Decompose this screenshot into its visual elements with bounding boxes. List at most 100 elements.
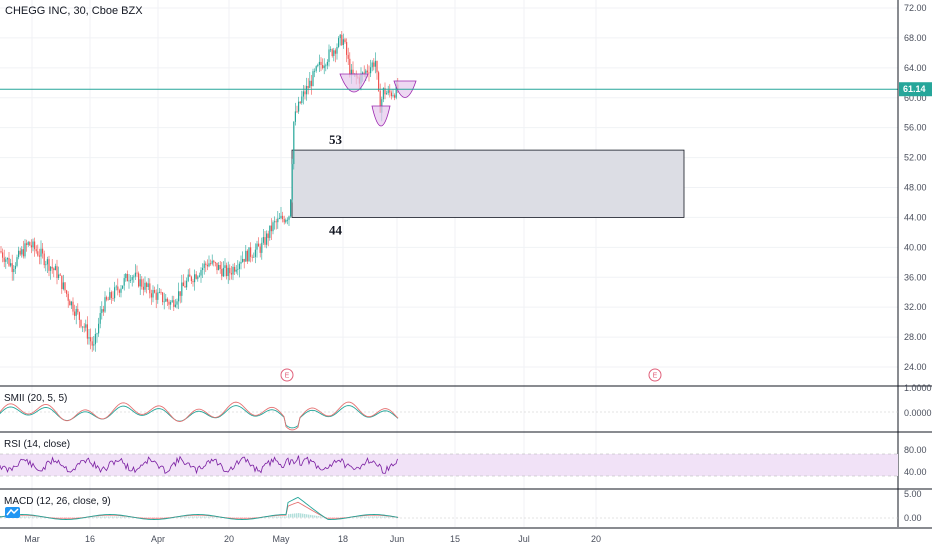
candle-body: [115, 286, 117, 288]
macd-histogram-bar: [78, 517, 80, 518]
candle-body: [240, 261, 242, 264]
candle-body: [69, 300, 71, 306]
macd-histogram-bar: [232, 517, 234, 518]
macd-histogram-bar: [304, 513, 306, 518]
candle-body: [123, 278, 125, 286]
macd-histogram-bar: [212, 516, 214, 518]
macd-histogram-bar: [52, 517, 54, 518]
macd-histogram-bar: [4, 516, 6, 518]
candle-body: [74, 311, 76, 316]
date-axis-label: Jul: [518, 534, 530, 544]
earnings-marker-label: E: [653, 373, 658, 380]
candle-body: [43, 253, 45, 266]
candle-body: [346, 42, 348, 55]
date-axis-label: 18: [338, 534, 348, 544]
candle-body: [232, 266, 234, 275]
candle-body: [144, 282, 146, 290]
candle-body: [222, 267, 224, 277]
candle-body: [365, 70, 367, 74]
candle-body: [384, 88, 386, 95]
macd-histogram-bar: [122, 516, 124, 518]
candle-body: [382, 88, 384, 100]
date-axis[interactable]: Mar 16 Apr 20 May 18 Jun 15 Jul 20: [24, 534, 601, 544]
candle-body: [59, 274, 61, 276]
candle-body: [253, 256, 255, 258]
macd-histogram-bar: [234, 517, 236, 518]
candle-body: [290, 199, 292, 217]
candle-body: [38, 255, 40, 257]
macd-histogram-bar: [206, 516, 208, 518]
macd-histogram-bar: [66, 517, 68, 518]
macd-histogram-bar: [360, 516, 362, 518]
plot-area[interactable]: [0, 0, 898, 527]
price-axis-label: 56.00: [904, 123, 927, 133]
price-axis[interactable]: 72.00 68.00 64.00 60.00 56.00 52.00 48.00 44.00…: [904, 3, 927, 372]
macd-histogram-bar: [26, 516, 28, 518]
macd-histogram-bar: [284, 516, 286, 518]
macd-histogram-bar: [156, 517, 158, 518]
candle-body: [114, 287, 116, 299]
macd-histogram-bar: [338, 517, 340, 518]
candle-body: [50, 266, 52, 271]
tradingview-logo[interactable]: [5, 507, 20, 518]
rsi-axis-label-40: 40.00: [904, 467, 927, 477]
candle-body: [197, 276, 199, 279]
macd-histogram-bar: [74, 517, 76, 518]
macd-histogram-bar: [256, 517, 258, 518]
candle-body: [262, 237, 264, 243]
macd-histogram-bar: [268, 516, 270, 518]
candle-body: [66, 290, 68, 294]
pattern-layer: [339, 73, 417, 127]
grid-lines: [0, 0, 898, 527]
candle-body: [221, 268, 223, 277]
candle-body: [139, 279, 141, 287]
candle-body: [80, 319, 82, 327]
macd-histogram-bar: [280, 516, 282, 518]
macd-histogram-bar: [244, 517, 246, 518]
macd-histogram-bar: [110, 516, 112, 518]
candle-body: [134, 272, 136, 277]
macd-histogram-bar: [314, 515, 316, 518]
earnings-marker-icon: [648, 368, 662, 382]
macd-histogram-bar: [274, 516, 276, 518]
candle-body: [286, 219, 288, 221]
macd-histogram-bar: [120, 516, 122, 518]
candle-body: [341, 34, 343, 46]
price-axis-label: 60.00: [904, 93, 927, 103]
candle-body: [235, 269, 237, 272]
candle-body: [42, 248, 44, 254]
candle-body: [34, 241, 36, 250]
candle-body: [30, 245, 32, 248]
macd-histogram-bar: [320, 516, 322, 518]
date-axis-label: 20: [591, 534, 601, 544]
candle-body: [347, 54, 349, 59]
candle-body: [149, 283, 151, 294]
candle-body: [182, 282, 184, 287]
candle-body: [157, 292, 159, 300]
candle-body: [40, 248, 42, 257]
macd-histogram-bar: [40, 516, 42, 518]
macd-histogram-bar: [92, 516, 94, 518]
candle-body: [283, 219, 285, 223]
macd-histogram-bar: [282, 516, 284, 518]
macd-histogram-bar: [364, 516, 366, 518]
macd-histogram-bar: [116, 516, 118, 518]
candle-body: [245, 250, 247, 262]
candle-body: [178, 291, 180, 302]
price-axis-label: 36.00: [904, 272, 927, 282]
candle-body: [101, 309, 103, 314]
candle-body: [299, 101, 301, 104]
macd-histogram-bar: [288, 514, 290, 518]
candle-body: [94, 334, 96, 345]
candle-body: [173, 300, 175, 307]
candle-body: [152, 290, 154, 298]
macd-histogram-bar: [290, 513, 292, 518]
macd-line: [0, 496, 399, 520]
macd-histogram-bar: [334, 517, 336, 518]
candle-body: [330, 49, 332, 51]
price-axis-label: 48.00: [904, 183, 927, 193]
macd-histogram-bar: [202, 516, 204, 518]
candle-body: [366, 70, 368, 73]
date-axis-label: 15: [450, 534, 460, 544]
macd-histogram-bar: [294, 513, 296, 518]
